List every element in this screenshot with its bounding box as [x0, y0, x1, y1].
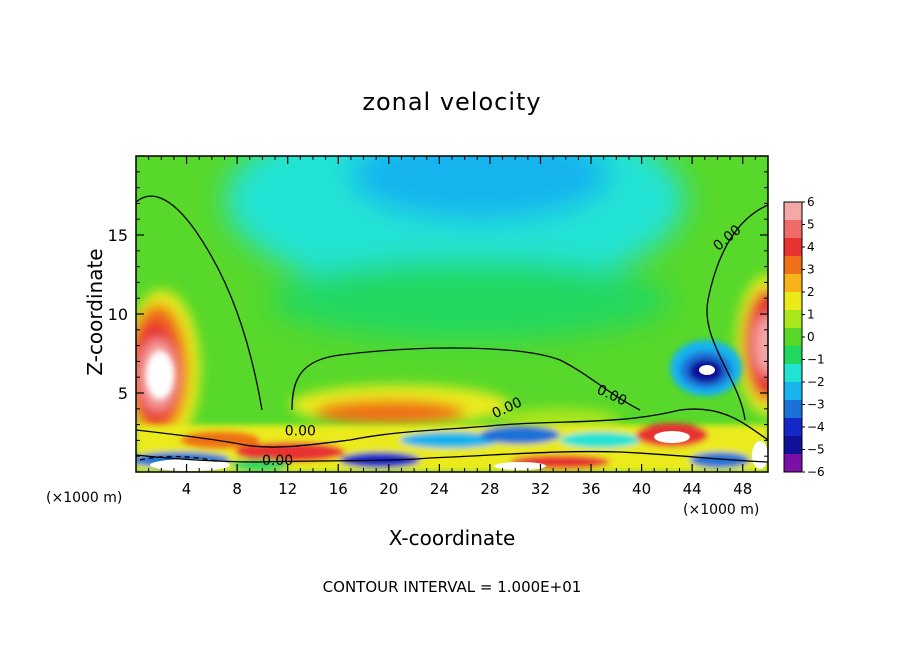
colorbar-tick-label: −5 — [807, 443, 825, 457]
y-tick-label: 15 — [108, 226, 128, 245]
colorbar-swatch — [784, 202, 802, 221]
x-tick-label: 12 — [278, 480, 297, 498]
colorbar-swatch — [784, 364, 802, 383]
colorbar-swatch — [784, 292, 802, 311]
contour-left-arc — [136, 195, 263, 411]
colorbar-swatch — [784, 454, 802, 473]
colorbar-swatch — [784, 274, 802, 293]
x-tick-label: 16 — [329, 480, 348, 498]
colorbar-swatch — [784, 382, 802, 401]
colorbar-swatch — [784, 346, 802, 365]
colorbar-tick-label: 1 — [807, 308, 815, 322]
zero-contours — [136, 195, 768, 463]
x-tick-label: 40 — [632, 480, 651, 498]
x-tick-label: 28 — [480, 480, 499, 498]
colorbar-tick-label: −6 — [807, 465, 825, 479]
y-axis-label: Z-coordinate — [83, 248, 107, 376]
heatmap-field — [136, 156, 768, 472]
contour-right-arc — [706, 204, 768, 421]
colorbar-swatch — [784, 256, 802, 275]
chart-title: zonal velocity — [362, 88, 542, 116]
colorbar-tick-label: 2 — [807, 285, 815, 299]
x-tick-label: 36 — [581, 480, 600, 498]
colorbar-swatch — [784, 220, 802, 239]
colorbar-tick-label: 0 — [807, 330, 815, 344]
contour-interval-note: CONTOUR INTERVAL = 1.000E+01 — [322, 578, 582, 596]
x-tick-label: 4 — [182, 480, 192, 498]
colorbar-swatch — [784, 328, 802, 347]
colorbar-tick-label: −4 — [807, 420, 825, 434]
colorbar-tick-label: −1 — [807, 353, 825, 367]
contour-label: 0.00 — [262, 453, 293, 469]
x-tick-label: 44 — [683, 480, 702, 498]
colorbar-swatch — [784, 418, 802, 437]
colorbar-tick-label: 3 — [807, 263, 815, 277]
contour-label: 0.00 — [285, 424, 316, 440]
x-tick-label: 8 — [232, 480, 242, 498]
colorbar-swatch — [784, 238, 802, 257]
contour-low-band — [136, 408, 768, 448]
y-tick-label: 10 — [108, 305, 128, 324]
contour-dashed — [139, 455, 221, 463]
colorbar-tick-label: −3 — [807, 398, 825, 412]
colorbar-tick-label: 4 — [807, 240, 815, 254]
colorbar-swatch — [784, 400, 802, 419]
x-tick-label: 32 — [531, 480, 550, 498]
colorbar-tick-label: 6 — [807, 195, 815, 209]
contour-bottom — [136, 450, 768, 463]
x-unit-left: (×1000 m) — [46, 490, 123, 506]
y-tick-label: 5 — [118, 384, 128, 403]
x-tick-label: 24 — [430, 480, 449, 498]
colorbar-tick-label: 5 — [807, 218, 815, 232]
colorbar-tick-label: −2 — [807, 375, 825, 389]
x-unit-right: (×1000 m) — [683, 502, 760, 518]
colorbar-swatch — [784, 436, 802, 455]
contour-mid-dome — [291, 347, 641, 411]
colorbar-swatch — [784, 310, 802, 329]
x-tick-label: 20 — [379, 480, 398, 498]
x-axis-label: X-coordinate — [388, 526, 516, 550]
x-tick-label: 48 — [733, 480, 752, 498]
